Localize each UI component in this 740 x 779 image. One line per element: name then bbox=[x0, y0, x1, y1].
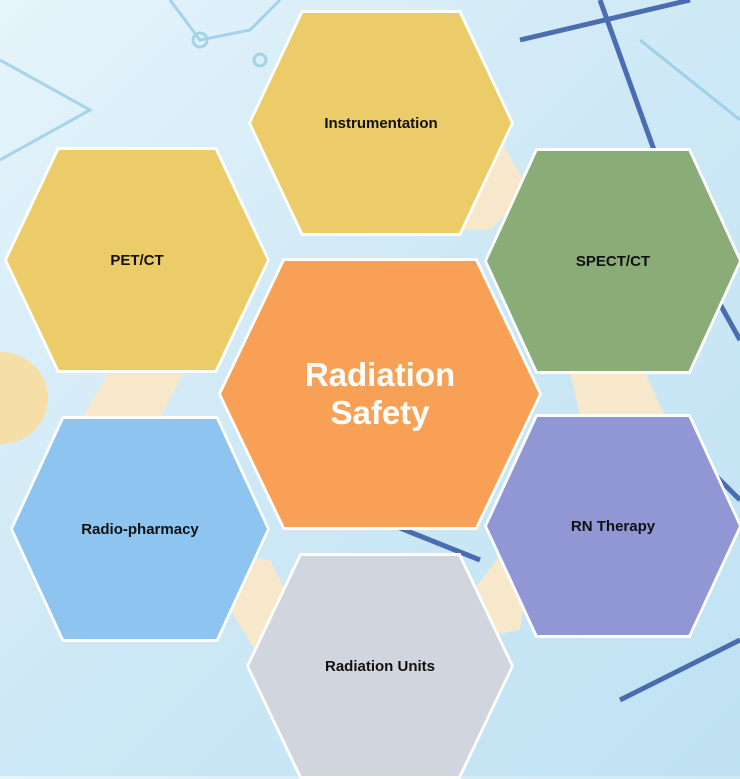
hexagon: RN Therapy bbox=[487, 417, 739, 635]
node-label: SPECT/CT bbox=[576, 253, 650, 270]
hexagon-border: Instrumentation bbox=[248, 10, 514, 236]
node-label: PET/CT bbox=[110, 252, 163, 269]
node-label: RN Therapy bbox=[571, 518, 655, 535]
side-circle bbox=[0, 352, 48, 444]
center-hexagon: Radiation Safety bbox=[221, 261, 539, 527]
center-label: Radiation Safety bbox=[290, 356, 470, 432]
center-hexagon-border: Radiation Safety bbox=[218, 258, 542, 530]
hexagon-border: PET/CT bbox=[4, 147, 270, 373]
hexagon-border: Radio-pharmacy bbox=[10, 416, 270, 642]
hexagon: Radiation Units bbox=[249, 556, 511, 776]
hexagon: SPECT/CT bbox=[487, 151, 739, 371]
hexagon: Radio-pharmacy bbox=[13, 419, 267, 639]
node-label: Radiation Units bbox=[325, 658, 435, 675]
hexagon-border: SPECT/CT bbox=[484, 148, 740, 374]
page: {"center": {"label": "Radiation Safety"}… bbox=[0, 0, 740, 776]
hexagon: PET/CT bbox=[7, 150, 267, 370]
hexagon: Instrumentation bbox=[251, 13, 511, 233]
node-label: Radio-pharmacy bbox=[81, 521, 199, 538]
hexagon-border: RN Therapy bbox=[484, 414, 740, 638]
hexagon-border: Radiation Units bbox=[246, 553, 514, 779]
node-label: Instrumentation bbox=[324, 115, 437, 132]
